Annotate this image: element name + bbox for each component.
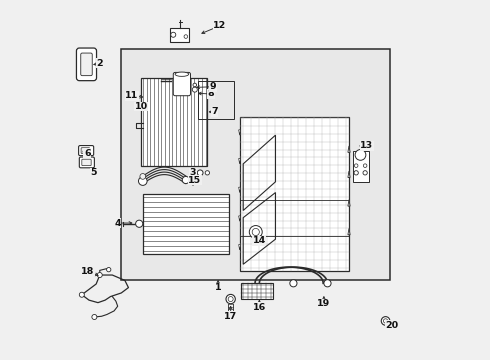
FancyBboxPatch shape: [79, 157, 95, 168]
Circle shape: [228, 297, 233, 302]
Wedge shape: [348, 200, 350, 206]
Bar: [240, 117, 349, 271]
Circle shape: [97, 273, 102, 278]
Circle shape: [205, 171, 210, 175]
Text: 4: 4: [114, 219, 121, 228]
Circle shape: [354, 171, 358, 175]
Circle shape: [324, 280, 331, 287]
Circle shape: [83, 150, 85, 153]
Circle shape: [192, 87, 197, 92]
Circle shape: [355, 149, 366, 160]
Text: 13: 13: [360, 141, 373, 150]
Wedge shape: [239, 216, 241, 221]
Circle shape: [79, 292, 84, 297]
Circle shape: [139, 177, 147, 185]
Wedge shape: [239, 158, 241, 164]
Text: 14: 14: [253, 237, 266, 246]
Bar: [122, 49, 390, 280]
Bar: [170, 28, 190, 42]
Wedge shape: [348, 171, 350, 177]
Text: 1: 1: [215, 283, 221, 292]
Circle shape: [136, 220, 143, 227]
FancyBboxPatch shape: [78, 145, 94, 156]
Bar: [198, 81, 234, 119]
Bar: [353, 151, 368, 182]
Circle shape: [197, 170, 203, 176]
Bar: [241, 283, 273, 299]
Circle shape: [252, 228, 259, 235]
Circle shape: [171, 32, 176, 37]
Text: 7: 7: [211, 107, 218, 116]
Wedge shape: [239, 187, 241, 193]
Text: 12: 12: [213, 21, 226, 30]
Bar: [141, 78, 207, 166]
Circle shape: [383, 319, 388, 323]
Text: 16: 16: [253, 303, 266, 312]
Text: 5: 5: [91, 168, 97, 177]
Circle shape: [92, 315, 97, 319]
Circle shape: [354, 164, 358, 167]
Text: 2: 2: [97, 59, 103, 68]
Text: 3: 3: [190, 168, 196, 177]
Text: 15: 15: [188, 176, 201, 185]
Circle shape: [290, 280, 297, 287]
FancyBboxPatch shape: [76, 48, 97, 81]
Circle shape: [140, 174, 146, 179]
Wedge shape: [348, 146, 350, 152]
Circle shape: [182, 176, 190, 184]
Wedge shape: [239, 244, 241, 250]
Ellipse shape: [175, 72, 189, 76]
Wedge shape: [239, 130, 241, 135]
Text: 19: 19: [317, 299, 331, 308]
Text: 9: 9: [209, 82, 216, 91]
Text: 11: 11: [125, 91, 139, 100]
FancyBboxPatch shape: [173, 72, 191, 96]
Circle shape: [249, 226, 262, 238]
Circle shape: [107, 267, 111, 272]
Text: 6: 6: [84, 149, 91, 158]
Text: 10: 10: [134, 102, 147, 111]
Text: 17: 17: [224, 312, 237, 321]
Circle shape: [381, 317, 390, 325]
FancyBboxPatch shape: [81, 148, 90, 153]
Circle shape: [88, 150, 90, 153]
Text: 8: 8: [208, 89, 214, 98]
Circle shape: [193, 83, 196, 87]
Circle shape: [363, 171, 368, 175]
Text: 20: 20: [386, 321, 398, 330]
Circle shape: [184, 35, 188, 39]
FancyBboxPatch shape: [81, 53, 92, 76]
Circle shape: [226, 294, 235, 304]
Text: 18: 18: [81, 267, 95, 276]
Circle shape: [364, 164, 367, 167]
Bar: [143, 194, 229, 253]
Wedge shape: [348, 228, 350, 235]
FancyBboxPatch shape: [82, 159, 91, 166]
